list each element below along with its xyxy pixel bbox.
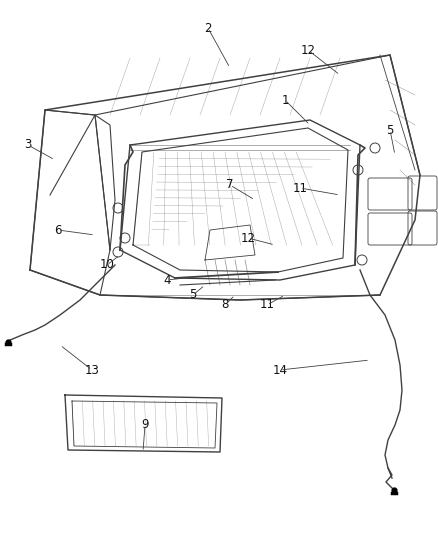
- Text: 14: 14: [272, 364, 287, 376]
- Text: 5: 5: [189, 288, 197, 302]
- Text: 4: 4: [163, 273, 171, 287]
- Text: 5: 5: [386, 124, 394, 136]
- Text: 12: 12: [300, 44, 315, 56]
- Text: 10: 10: [99, 259, 114, 271]
- Text: 7: 7: [226, 179, 234, 191]
- Text: 12: 12: [240, 231, 255, 245]
- Text: 11: 11: [259, 298, 275, 311]
- Text: 2: 2: [204, 21, 212, 35]
- Text: 11: 11: [293, 182, 307, 195]
- Text: 9: 9: [141, 418, 149, 432]
- Text: 1: 1: [281, 93, 289, 107]
- Text: 13: 13: [85, 364, 99, 376]
- Text: 6: 6: [54, 223, 62, 237]
- Text: 3: 3: [25, 139, 32, 151]
- Text: 8: 8: [221, 298, 229, 311]
